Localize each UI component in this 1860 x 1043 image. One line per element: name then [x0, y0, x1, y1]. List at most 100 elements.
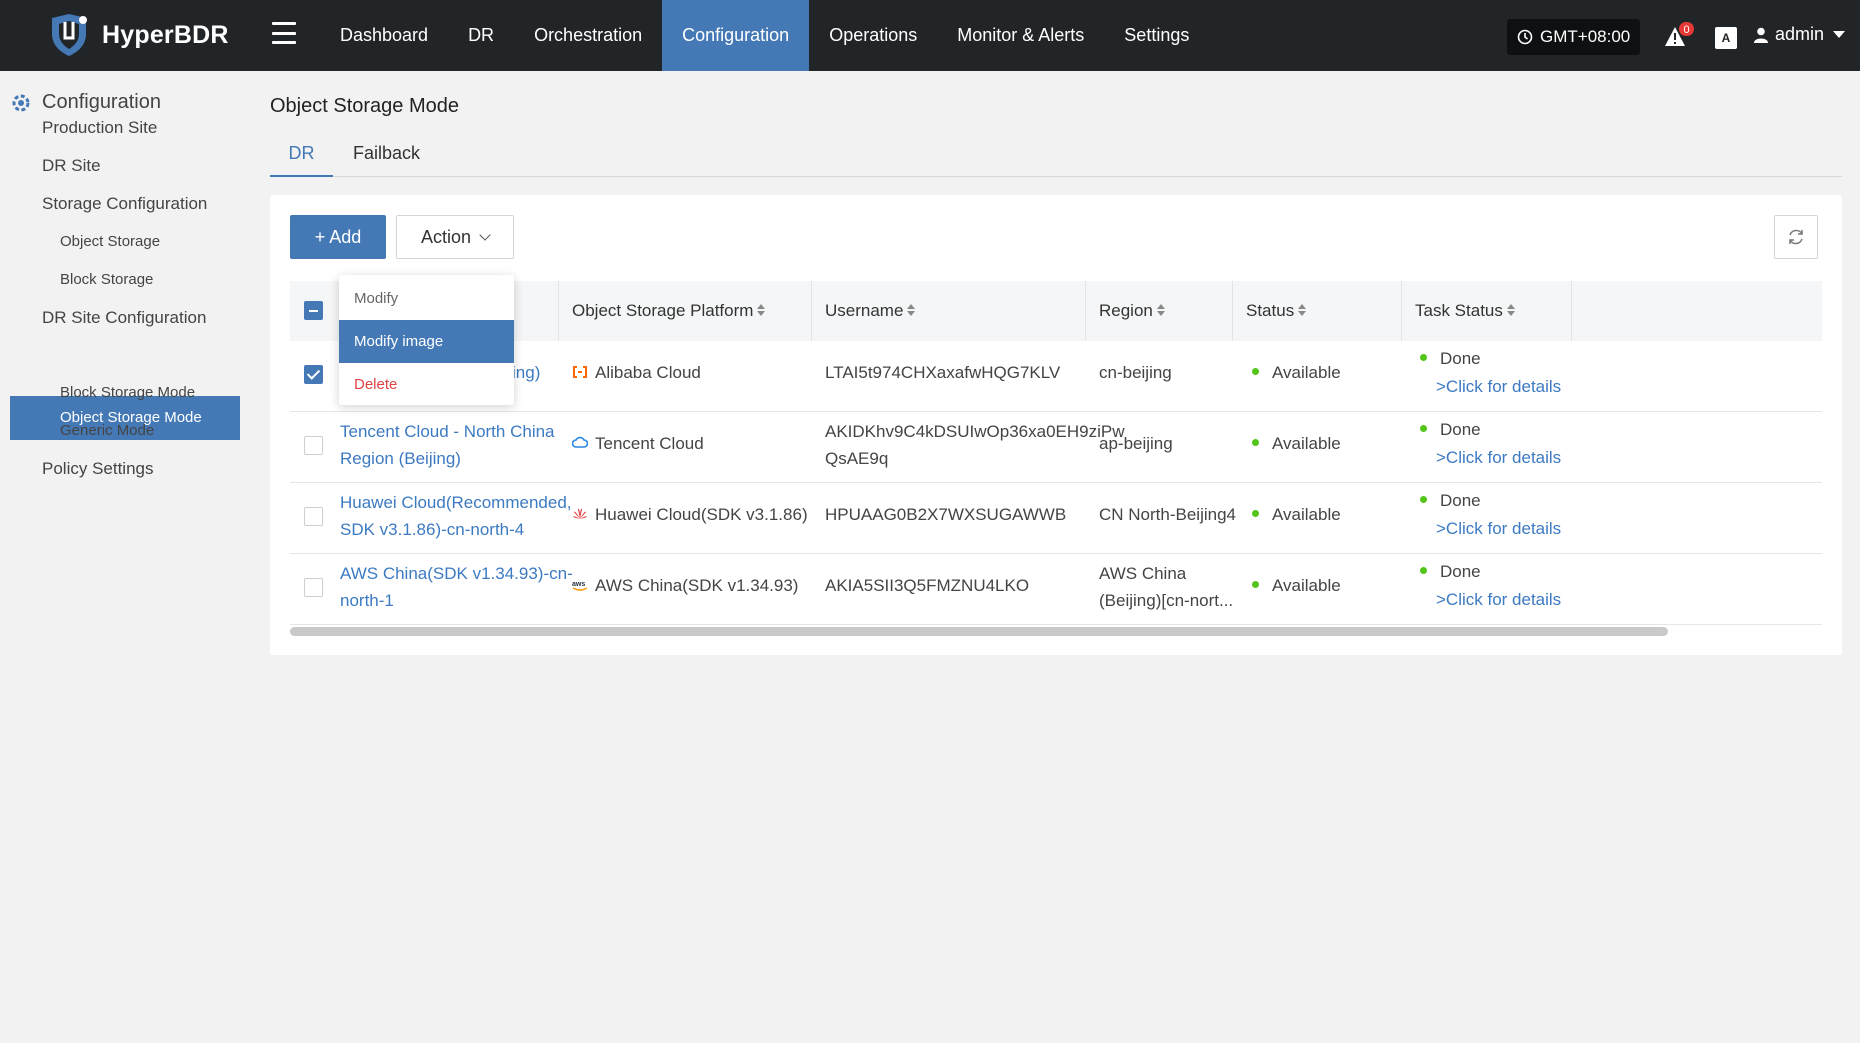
sidebar: Configuration Production Site DR Site St… [0, 71, 250, 1043]
horizontal-scrollbar[interactable] [290, 627, 1668, 636]
task-status-label: Done [1440, 420, 1481, 439]
content-panel: + Add Action Object Storage Platform Use… [270, 195, 1842, 655]
action-dropdown-button[interactable]: Action [396, 215, 514, 259]
user-icon [1754, 27, 1768, 43]
task-details-link[interactable]: >Click for details [1436, 590, 1562, 609]
row-task-status: Done [1420, 345, 1481, 372]
tab-dr[interactable]: DR [270, 143, 333, 177]
row-checkbox[interactable] [304, 365, 323, 384]
sidebar-item-dr-site[interactable]: DR Site [42, 156, 101, 175]
refresh-button[interactable] [1774, 215, 1818, 259]
nav-configuration[interactable]: Configuration [662, 0, 810, 71]
menu-item-delete[interactable]: Delete [354, 376, 398, 393]
sort-icon[interactable] [1506, 303, 1515, 317]
row-region-line-1: AWS China [1099, 564, 1187, 583]
header-status[interactable]: Status [1246, 281, 1307, 341]
chevron-down-icon [479, 228, 491, 241]
nav-settings[interactable]: Settings [1124, 25, 1190, 45]
sort-icon[interactable] [757, 303, 766, 317]
row-checkbox[interactable] [304, 578, 323, 597]
sidebar-item-policy-settings[interactable]: Policy Settings [42, 459, 154, 478]
timezone-display[interactable]: GMT+08:00 [1507, 19, 1641, 55]
table-row[interactable]: (Beijing) Alibaba Cloud LTAI5t974CHXaxaf… [290, 341, 1822, 412]
status-label: Available [1272, 505, 1341, 524]
task-status-label: Done [1440, 562, 1481, 581]
warning-icon [1665, 27, 1685, 46]
nav-operations[interactable]: Operations [829, 25, 918, 45]
menu-item-modify-image[interactable]: Modify image [339, 320, 514, 363]
row-region: cn-beijing [1099, 363, 1172, 382]
table-row[interactable]: Huawei Cloud(Recommended, SDK v3.1.86)-cn… [290, 483, 1822, 554]
column-divider [1401, 281, 1402, 341]
status-label: Available [1272, 576, 1341, 595]
header-region[interactable]: Region [1099, 281, 1165, 341]
row-region: CN North-Beijing4 [1099, 505, 1236, 524]
platform-label: Huawei Cloud(SDK v3.1.86) [595, 505, 808, 524]
header-task-status[interactable]: Task Status [1415, 281, 1515, 341]
nav-dr[interactable]: DR [468, 25, 495, 45]
sidebar-item-storage-configuration[interactable]: Storage Configuration [42, 194, 208, 213]
timezone-label: GMT+08:00 [1540, 27, 1631, 46]
row-checkbox[interactable] [304, 436, 323, 455]
user-menu[interactable]: admin [1754, 24, 1846, 45]
chevron-down-icon [1833, 31, 1846, 38]
tab-failback[interactable]: Failback [353, 143, 421, 163]
row-status: Available [1252, 359, 1341, 386]
row-name-line-2: Region (Beijing) [340, 449, 461, 468]
menu-item-modify[interactable]: Modify [354, 290, 399, 307]
table-row[interactable]: AWS China(SDK v1.34.93)-cn-north-1 aws AW… [290, 554, 1822, 625]
clock-icon [1517, 29, 1533, 45]
status-dot [1252, 581, 1259, 589]
sidebar-item-object-storage[interactable]: Object Storage [60, 233, 161, 250]
header-username[interactable]: Username [825, 281, 916, 341]
task-details-link[interactable]: >Click for details [1436, 519, 1562, 538]
sidebar-item-production-site[interactable]: Production Site [42, 118, 158, 137]
app-logo[interactable]: HyperBDR [46, 12, 229, 58]
status-label: Available [1272, 434, 1341, 453]
alert-button[interactable]: 0 [1664, 21, 1695, 50]
refresh-icon [1789, 229, 1803, 245]
row-name[interactable]: Tencent Cloud - North China Region (Beiji… [340, 418, 555, 472]
row-username: HPUAAG0B2X7WXSUGAWWB [825, 505, 1067, 524]
status-dot [1252, 439, 1259, 447]
sidebar-item-block-storage-mode[interactable]: Block Storage Mode [60, 384, 196, 401]
sort-icon[interactable] [1298, 303, 1307, 317]
row-region: ap-beijing [1099, 434, 1173, 453]
sidebar-item-generic-mode[interactable]: Generic Mode [60, 422, 155, 439]
header-platform[interactable]: Object Storage Platform [572, 281, 766, 341]
tencent-cloud-icon [572, 436, 588, 448]
task-details-link[interactable]: >Click for details [1436, 448, 1562, 467]
column-divider [1085, 281, 1086, 341]
row-name-line-1: Tencent Cloud - North China [340, 422, 555, 441]
row-checkbox[interactable] [304, 507, 323, 526]
header-username-label: Username [825, 301, 904, 320]
row-status: Available [1252, 430, 1341, 457]
platform-label: Alibaba Cloud [595, 363, 701, 382]
header-status-label: Status [1246, 301, 1295, 320]
sidebar-item-object-storage-mode[interactable]: Object Storage Mode [10, 396, 240, 440]
language-switch-icon[interactable]: A [1715, 27, 1737, 49]
row-name[interactable]: AWS China(SDK v1.34.93)-cn-north-1 [340, 560, 573, 614]
huawei-cloud-icon [573, 508, 587, 519]
page-title: Object Storage Mode [270, 95, 459, 117]
sort-icon[interactable] [1156, 303, 1165, 317]
nav-dashboard[interactable]: Dashboard [340, 25, 429, 45]
row-username: AKIDKhv9C4kDSUIwOp36xa0EH9ziPw QsAE9q [825, 418, 1125, 472]
row-name-line-2: north-1 [340, 591, 394, 610]
sidebar-item-dr-site-configuration[interactable]: DR Site Configuration [42, 308, 207, 327]
row-name[interactable]: Huawei Cloud(Recommended, SDK v3.1.86)-cn… [340, 489, 572, 543]
sort-icon[interactable] [907, 303, 916, 317]
menu-toggle-icon[interactable] [272, 22, 296, 44]
nav-orchestration[interactable]: Orchestration [534, 25, 643, 45]
row-task-status: Done [1420, 416, 1481, 443]
sidebar-item-block-storage[interactable]: Block Storage [60, 271, 154, 288]
select-all-checkbox[interactable] [304, 301, 323, 320]
status-dot [1420, 354, 1427, 362]
status-label: Available [1272, 363, 1341, 382]
row-username: LTAI5t974CHXaxafwHQG7KLV [825, 363, 1061, 382]
task-details-link[interactable]: >Click for details [1436, 377, 1562, 396]
table-row[interactable]: Tencent Cloud - North China Region (Beiji… [290, 412, 1822, 483]
nav-monitor-alerts[interactable]: Monitor & Alerts [957, 25, 1085, 45]
column-divider [558, 281, 559, 341]
add-button[interactable]: + Add [290, 215, 386, 259]
